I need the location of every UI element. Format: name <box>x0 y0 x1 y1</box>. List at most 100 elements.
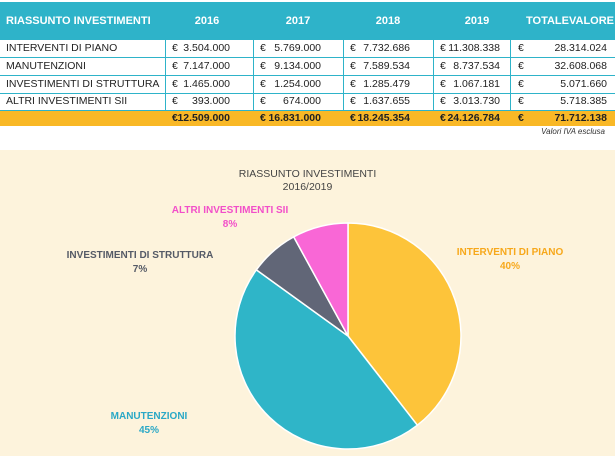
currency-symbol: € <box>172 42 178 54</box>
column-divider <box>253 93 254 112</box>
currency-symbol: € <box>172 95 178 108</box>
chart-subtitle: 2016/2019 <box>282 181 333 193</box>
currency-symbol: € <box>260 95 266 108</box>
currency-symbol: € <box>172 77 178 90</box>
column-divider <box>510 93 511 112</box>
pie-label-name: MANUTENZIONI <box>110 411 188 422</box>
column-divider <box>343 75 344 94</box>
column-divider <box>510 75 511 94</box>
cell-value: 8.737.534 <box>453 59 500 72</box>
cell-value: 7.147.000 <box>183 59 230 72</box>
cell-value: 3.013.730 <box>453 95 500 108</box>
pie-label-percent: 8% <box>222 219 238 230</box>
total-value: 16.831.000 <box>268 112 321 124</box>
currency-symbol: € <box>440 59 446 72</box>
column-divider <box>343 57 344 76</box>
pie-slice-manutenzioni <box>234 268 419 450</box>
currency-symbol: € <box>518 95 524 108</box>
currency-symbol: € <box>350 95 356 108</box>
currency-symbol: € <box>350 112 356 124</box>
currency-symbol: € <box>172 59 178 72</box>
cell-value: 7.732.686 <box>363 42 410 54</box>
column-divider <box>433 93 434 112</box>
column-divider <box>165 93 166 112</box>
table-row-investimenti-di-struttura: INVESTIMENTI DI STRUTTURA €1.465.000 €1.25… <box>0 75 615 94</box>
row-label: ALTRI INVESTIMENTI SII <box>6 95 128 108</box>
cell-value: 11.308.338 <box>448 42 500 54</box>
cell-value: 1.067.181 <box>453 77 500 90</box>
chart-title-main: RIASSUNTO INVESTIMENTI <box>238 168 377 180</box>
currency-symbol: € <box>440 42 446 54</box>
chart-title: RIASSUNTO INVESTIMENTI 2016/2019 <box>0 168 615 194</box>
cell-value: 5.769.000 <box>274 42 321 54</box>
header-year-2018: 2018 <box>375 15 401 27</box>
currency-symbol: € <box>518 42 524 54</box>
currency-symbol: € <box>440 95 446 108</box>
cell-value: 1.465.000 <box>183 77 230 90</box>
column-divider <box>165 57 166 76</box>
header-year-2016: 2016 <box>194 15 220 27</box>
row-label: INTERVENTI DI PIANO <box>6 42 118 54</box>
cell-value: 7.589.534 <box>363 59 410 72</box>
pie-label-interventi-di-piano: INTERVENTI DI PIANO 40% <box>440 246 580 274</box>
currency-symbol: € <box>260 42 266 54</box>
column-divider <box>253 75 254 94</box>
pie-slice-interventi-di-piano <box>347 222 462 427</box>
grand-total: 71.712.138 <box>554 112 607 124</box>
header-year-2019: 2019 <box>464 15 490 27</box>
pie-label-name: INVESTIMENTI DI STRUTTURA <box>66 250 214 261</box>
pie-label-name: INTERVENTI DI PIANO <box>456 247 564 258</box>
column-divider <box>253 57 254 76</box>
header-year-2017: 2017 <box>285 15 311 27</box>
column-divider <box>253 40 254 58</box>
header-total: TOTALE VALORE <box>526 2 614 40</box>
pie-label-manutenzioni: MANUTENZIONI 45% <box>90 410 208 438</box>
column-divider <box>510 40 511 58</box>
column-divider <box>433 75 434 94</box>
column-divider <box>343 93 344 112</box>
header-total-line1: TOTALE <box>526 15 569 27</box>
cell-value: 1.285.479 <box>363 77 410 90</box>
header-label: RIASSUNTO INVESTIMENTI <box>6 15 151 27</box>
row-label: INVESTIMENTI DI STRUTTURA <box>6 77 160 90</box>
currency-symbol: € <box>518 59 524 72</box>
currency-symbol: € <box>440 112 446 124</box>
cell-value: 674.000 <box>283 95 321 108</box>
pie-label-name: ALTRI INVESTIMENTI SII <box>171 205 289 216</box>
column-divider <box>433 57 434 76</box>
totals-row: €12.509.000 €16.831.000 €18.245.354 €24.126… <box>0 111 615 126</box>
currency-symbol: € <box>518 112 524 124</box>
table-header: RIASSUNTO INVESTIMENTI 2016 2017 2018 20… <box>0 2 615 40</box>
header-total-line2: VALORE <box>568 15 615 27</box>
cell-total: 28.314.024 <box>554 42 607 54</box>
total-value: 12.509.000 <box>177 112 230 124</box>
cell-value: 1.637.655 <box>363 95 410 108</box>
pie-label-altri-investimenti-sii: ALTRI INVESTIMENTI SII 8% <box>160 204 300 232</box>
column-divider <box>343 40 344 58</box>
pie-label-percent: 40% <box>499 261 520 272</box>
cell-value: 9.134.000 <box>274 59 321 72</box>
cell-total: 5.071.660 <box>560 77 607 90</box>
currency-symbol: € <box>172 112 178 124</box>
column-divider <box>165 40 166 58</box>
cell-value: 393.000 <box>192 95 230 108</box>
table-row-manutenzioni: MANUTENZIONI €7.147.000 €9.134.000 €7.589.5… <box>0 57 615 76</box>
vat-note: Valori IVA esclusa <box>541 127 605 136</box>
cell-total: 5.718.385 <box>560 95 607 108</box>
column-divider <box>433 40 434 58</box>
pie-label-investimenti-di-struttura: INVESTIMENTI DI STRUTTURA 7% <box>60 249 220 277</box>
total-value: 24.126.784 <box>447 112 500 124</box>
table-row-interventi-di-piano: INTERVENTI DI PIANO €3.504.000 €5.769.000 €… <box>0 40 615 58</box>
currency-symbol: € <box>260 59 266 72</box>
pie-label-percent: 7% <box>132 264 148 275</box>
currency-symbol: € <box>440 77 446 90</box>
pie-slice-altri-investimenti-sii <box>292 222 349 337</box>
currency-symbol: € <box>350 59 356 72</box>
total-value: 18.245.354 <box>357 112 410 124</box>
currency-symbol: € <box>260 112 266 124</box>
cell-value: 1.254.000 <box>274 77 321 90</box>
currency-symbol: € <box>350 77 356 90</box>
column-divider <box>510 57 511 76</box>
row-label: MANUTENZIONI <box>6 59 86 72</box>
cell-value: 3.504.000 <box>183 42 230 54</box>
